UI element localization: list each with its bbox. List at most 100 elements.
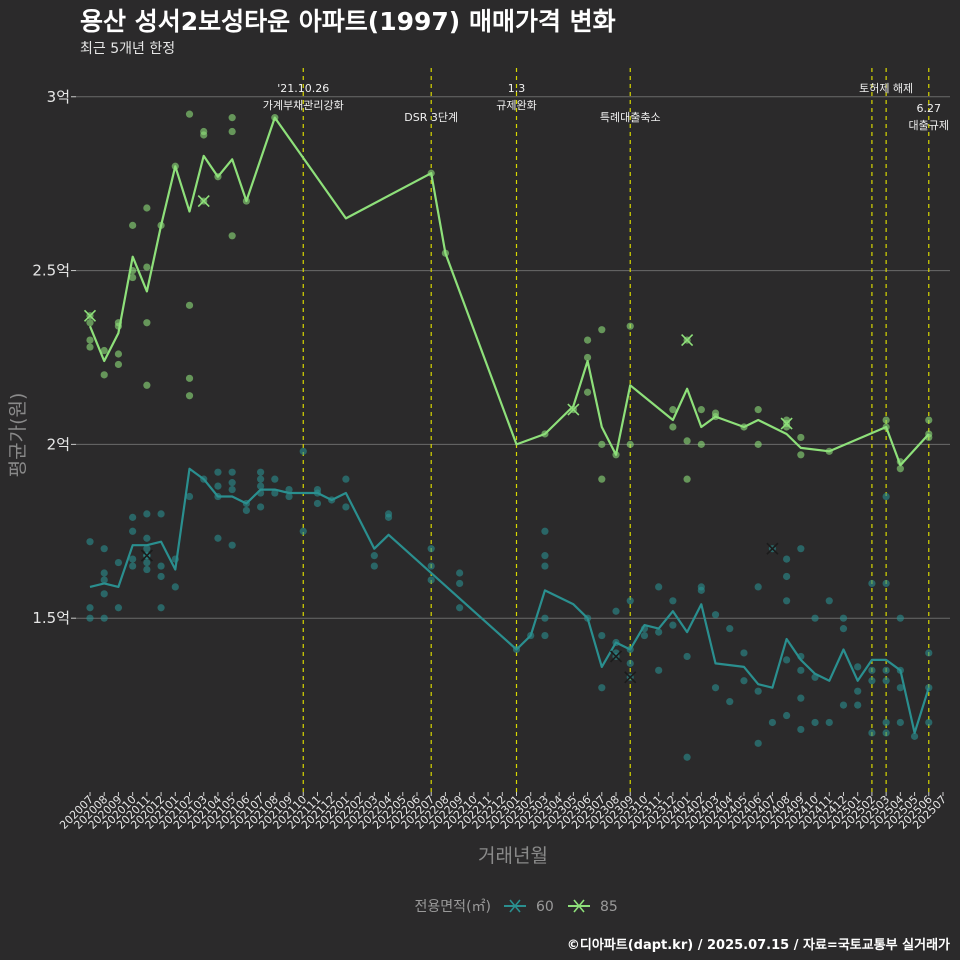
data-point-60 xyxy=(541,527,549,535)
data-point-60 xyxy=(655,628,663,636)
cancelled-mark-85 xyxy=(567,403,580,416)
data-point-60 xyxy=(456,569,464,577)
data-point-60 xyxy=(882,729,890,737)
data-point-60 xyxy=(257,482,265,490)
data-point-85 xyxy=(143,204,151,212)
cancelled-mark-85 xyxy=(83,309,97,322)
data-point-60 xyxy=(143,534,151,542)
event-label: 대출규제 xyxy=(909,119,949,132)
data-point-60 xyxy=(541,631,549,640)
data-point-60 xyxy=(925,718,933,727)
data-point-85 xyxy=(754,406,762,414)
data-point-85 xyxy=(598,440,606,448)
data-point-60 xyxy=(100,576,108,584)
series-line-85 xyxy=(88,116,930,467)
data-point-60 xyxy=(740,649,748,657)
data-point-60 xyxy=(783,555,791,563)
data-point-60 xyxy=(541,562,549,570)
data-point-60 xyxy=(427,545,435,553)
data-point-60 xyxy=(783,597,791,605)
legend-title: 전용면적(㎡) xyxy=(415,899,491,915)
data-point-60 xyxy=(214,482,222,490)
data-point-85 xyxy=(683,475,691,483)
source-credit: ©디아파트(dapt.kr) / 2025.07.15 / 자료=국토교통부 실… xyxy=(566,938,950,953)
data-point-60 xyxy=(882,492,890,501)
data-point-60 xyxy=(868,677,876,685)
data-point-60 xyxy=(299,447,307,455)
data-point-85 xyxy=(129,221,137,229)
data-point-60 xyxy=(86,538,94,546)
data-point-85 xyxy=(683,437,691,445)
data-point-85 xyxy=(626,322,634,330)
data-point-60 xyxy=(157,572,165,581)
data-point-60 xyxy=(370,562,378,570)
data-point-60 xyxy=(114,604,123,612)
event-label: 특례대출축소 xyxy=(600,111,661,124)
data-point-60 xyxy=(86,614,94,622)
data-point-60 xyxy=(143,565,151,574)
data-point-60 xyxy=(214,534,222,542)
data-point-60 xyxy=(854,663,862,671)
y-tick-label: 2억 xyxy=(47,435,70,453)
cancelled-mark-60 xyxy=(624,671,637,684)
data-point-60 xyxy=(427,562,435,570)
data-point-60 xyxy=(157,562,165,570)
data-point-60 xyxy=(640,631,649,640)
data-point-60 xyxy=(129,527,137,535)
data-point-60 xyxy=(313,499,322,508)
data-point-60 xyxy=(598,684,606,692)
data-point-85 xyxy=(129,273,137,282)
data-point-60 xyxy=(811,718,819,727)
data-point-60 xyxy=(882,677,890,685)
data-point-60 xyxy=(129,513,137,521)
data-point-60 xyxy=(825,597,833,605)
data-point-60 xyxy=(285,492,293,501)
data-point-60 xyxy=(896,684,904,692)
data-point-85 xyxy=(583,336,592,344)
data-point-60 xyxy=(683,652,691,661)
data-point-60 xyxy=(882,579,890,588)
data-point-60 xyxy=(100,545,108,553)
series-line-60 xyxy=(89,467,930,735)
data-point-60 xyxy=(797,694,805,702)
data-point-85 xyxy=(114,350,123,358)
y-axis-title: 평균가(원) xyxy=(7,393,29,478)
data-point-60 xyxy=(384,513,393,521)
data-point-85 xyxy=(669,423,677,431)
data-point-60 xyxy=(299,527,307,535)
data-point-85 xyxy=(697,406,705,414)
data-point-60 xyxy=(171,583,179,591)
data-point-60 xyxy=(854,687,862,695)
data-point-85 xyxy=(185,374,194,382)
data-point-85 xyxy=(185,392,194,400)
chart-subtitle: 최근 5개년 한정 xyxy=(80,41,176,57)
data-point-60 xyxy=(271,489,279,497)
data-point-60 xyxy=(541,552,549,560)
cancelled-mark-60 xyxy=(140,549,153,562)
data-point-85 xyxy=(754,440,762,448)
chart-title: 용산 성서2보성타운 아파트(1997) 매매가격 변화 xyxy=(80,7,616,36)
data-point-85 xyxy=(100,371,108,379)
data-point-60 xyxy=(271,475,279,483)
data-point-60 xyxy=(839,614,848,622)
data-point-60 xyxy=(143,510,151,518)
y-tick-label: 2.5억 xyxy=(32,262,70,280)
data-point-85 xyxy=(626,440,634,448)
legend-label-85: 85 xyxy=(600,899,618,915)
data-point-85 xyxy=(86,319,94,327)
data-point-60 xyxy=(754,739,762,747)
data-point-60 xyxy=(370,552,378,560)
data-point-60 xyxy=(783,656,791,664)
data-point-60 xyxy=(697,586,705,594)
data-point-60 xyxy=(100,590,108,598)
data-point-60 xyxy=(854,701,862,709)
data-point-60 xyxy=(612,607,620,615)
cancelled-mark-85 xyxy=(780,417,793,430)
data-point-60 xyxy=(143,545,151,553)
data-point-85 xyxy=(228,127,236,136)
data-point-60 xyxy=(896,614,904,622)
data-point-85 xyxy=(797,451,805,459)
data-point-60 xyxy=(185,492,194,501)
data-point-60 xyxy=(797,545,805,553)
event-label: 1.3 xyxy=(508,82,526,95)
